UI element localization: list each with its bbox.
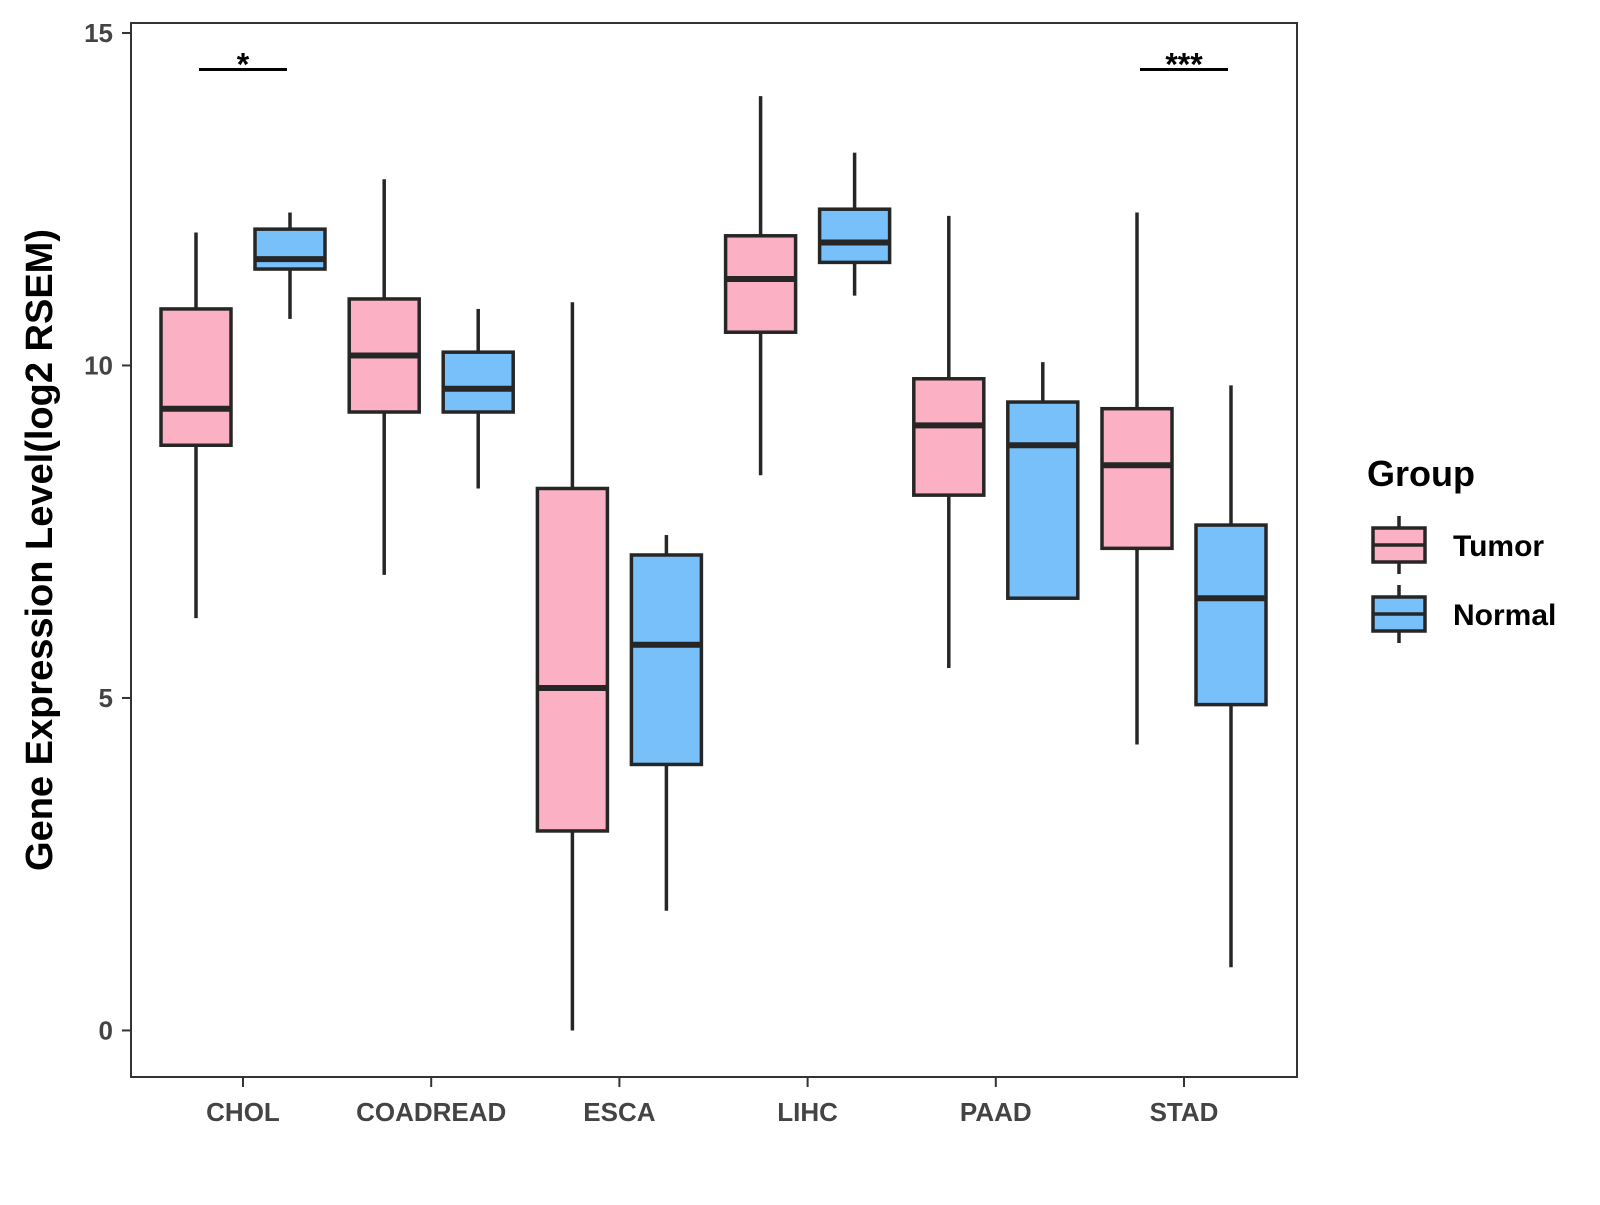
x-tick-label: ESCA xyxy=(583,1097,655,1127)
box-tumor-coadread xyxy=(347,179,421,575)
legend: Group Tumor Normal xyxy=(1367,453,1556,643)
x-tick-label: PAAD xyxy=(960,1097,1032,1127)
legend-label: Normal xyxy=(1453,599,1556,632)
x-tick-label: CHOL xyxy=(206,1097,280,1127)
box-tumor-stad xyxy=(1100,212,1174,745)
significance-label: * xyxy=(237,47,250,83)
box-iqr xyxy=(1194,523,1268,707)
box-iqr xyxy=(817,207,892,265)
significance-label: *** xyxy=(1165,47,1203,83)
box-iqr xyxy=(441,350,515,414)
y-tick-label: 10 xyxy=(84,350,113,380)
box-iqr xyxy=(1006,400,1080,600)
box-normal-esca xyxy=(629,535,704,911)
plot-panel-border xyxy=(130,22,1298,1078)
box-iqr xyxy=(535,486,610,833)
box-iqr xyxy=(1100,406,1174,551)
box-iqr xyxy=(253,227,327,271)
box-iqr xyxy=(629,553,704,767)
axis-layer: 0 5 10 15 CHOL COADREAD ESCA LIHC PAAD STAD Gene E… xyxy=(19,18,1298,1127)
box-normal-paad xyxy=(1006,362,1080,600)
box-iqr xyxy=(912,377,986,497)
box-iqr xyxy=(723,234,798,334)
y-axis-title: Gene Expression Level(log2 RSEM) xyxy=(19,229,61,871)
legend-key-tumor xyxy=(1371,516,1427,574)
box-normal-lihc xyxy=(817,152,892,296)
box-normal-chol xyxy=(253,212,327,319)
x-tick-label: STAD xyxy=(1150,1097,1219,1127)
y-tick-label: 5 xyxy=(99,683,113,713)
box-tumor-paad xyxy=(912,215,986,669)
legend-label: Tumor xyxy=(1453,530,1544,563)
legend-title: Group xyxy=(1367,453,1475,494)
box-tumor-lihc xyxy=(723,96,798,476)
box-tumor-chol xyxy=(159,232,233,619)
y-tick-label: 15 xyxy=(84,18,113,48)
legend-key-normal xyxy=(1371,585,1427,643)
box-tumor-esca xyxy=(535,302,610,1031)
box-normal-stad xyxy=(1194,385,1268,968)
box-normal-coadread xyxy=(441,308,515,489)
plot-layer: * *** xyxy=(159,47,1268,1031)
x-tick-label: COADREAD xyxy=(356,1097,506,1127)
y-tick-label: 0 xyxy=(99,1015,113,1045)
x-tick-label: LIHC xyxy=(777,1097,838,1127)
box-iqr xyxy=(159,307,233,448)
